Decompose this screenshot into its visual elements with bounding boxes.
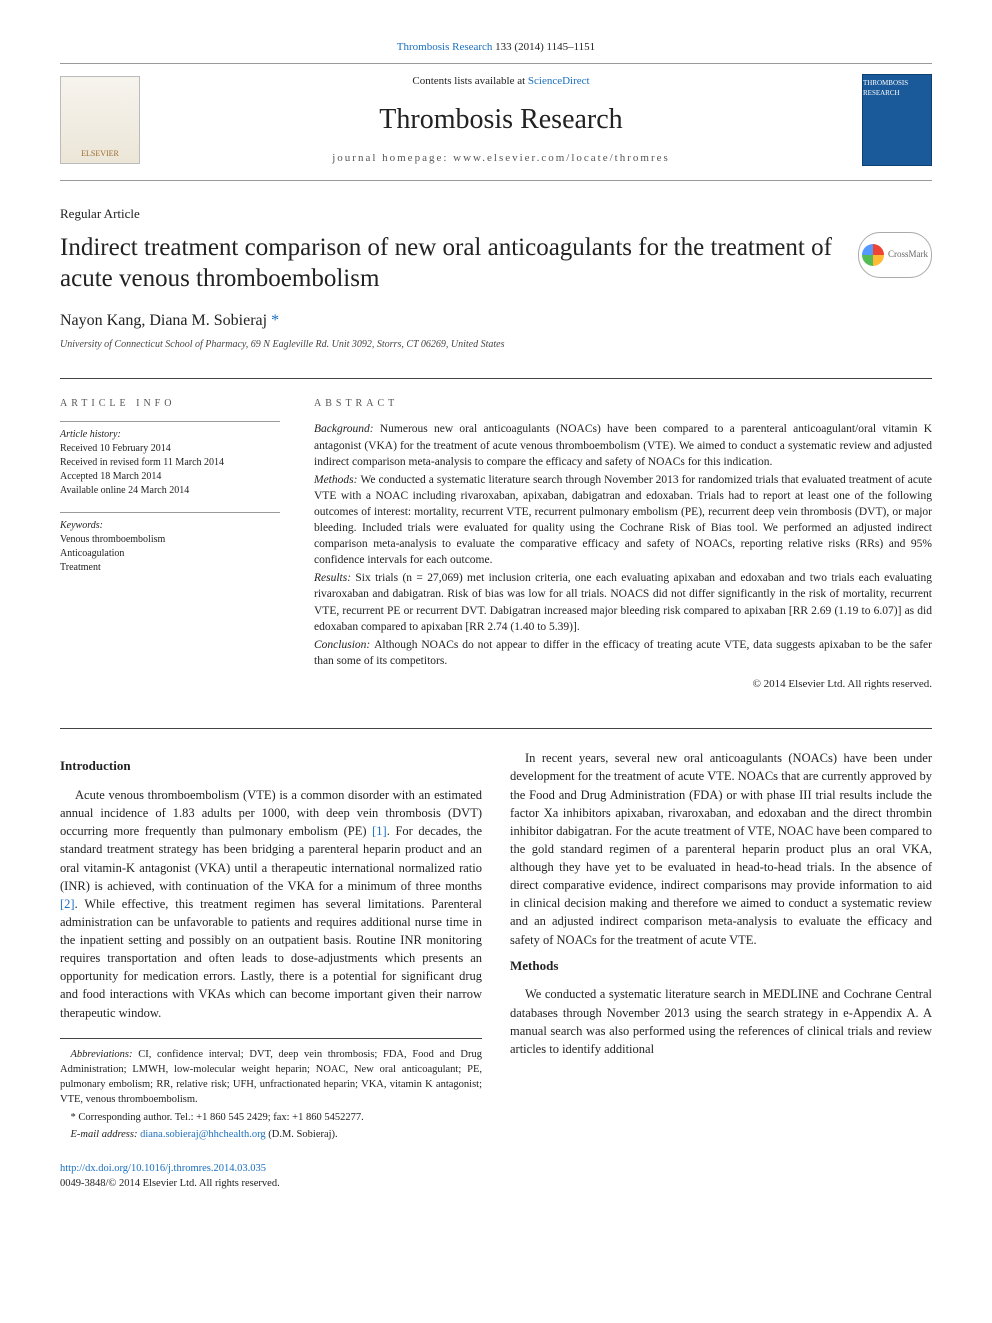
article-history-label: Article history: bbox=[60, 428, 280, 442]
history-line: Available online 24 March 2014 bbox=[60, 484, 280, 498]
meta-abstract-row: article info Article history: Received 1… bbox=[60, 378, 932, 692]
contents-available-line: Contents lists available at ScienceDirec… bbox=[160, 74, 842, 89]
email-suffix: (D.M. Sobieraj). bbox=[266, 1129, 338, 1140]
footnote-email: E-mail address: diana.sobieraj@hhchealth… bbox=[60, 1127, 482, 1142]
keyword: Treatment bbox=[60, 561, 280, 575]
section-heading-methods: Methods bbox=[510, 957, 932, 976]
issn-copyright-line: 0049-3848/© 2014 Elsevier Ltd. All right… bbox=[60, 1177, 932, 1192]
authors-names: Nayon Kang, Diana M. Sobieraj bbox=[60, 312, 271, 329]
page-footer: http://dx.doi.org/10.1016/j.thromres.201… bbox=[60, 1162, 932, 1191]
article-info-column: article info Article history: Received 1… bbox=[60, 397, 280, 692]
abstract-heading: abstract bbox=[314, 397, 932, 411]
footnotes: Abbreviations: CI, confidence interval; … bbox=[60, 1038, 482, 1142]
methods-paragraph-1: We conducted a systematic literature sea… bbox=[510, 985, 932, 1058]
abstract-background: Background: Numerous new oral anticoagul… bbox=[314, 421, 932, 469]
abs-label-methods: Methods: bbox=[314, 474, 360, 486]
footnote-corresponding: * Corresponding author. Tel.: +1 860 545… bbox=[60, 1110, 482, 1125]
email-link[interactable]: diana.sobieraj@hhchealth.org bbox=[140, 1129, 266, 1140]
keywords-block: Keywords: Venous thromboembolism Anticoa… bbox=[60, 512, 280, 575]
article-info-heading: article info bbox=[60, 397, 280, 411]
keywords-label: Keywords: bbox=[60, 519, 280, 533]
corr-text: Corresponding author. Tel.: +1 860 545 2… bbox=[78, 1112, 363, 1123]
journal-citation-link[interactable]: Thrombosis Research bbox=[397, 41, 493, 53]
keyword: Anticoagulation bbox=[60, 547, 280, 561]
abstract-methods: Methods: We conducted a systematic liter… bbox=[314, 472, 932, 569]
abstract-results: Results: Six trials (n = 27,069) met inc… bbox=[314, 570, 932, 634]
abs-text-results: Six trials (n = 27,069) met inclusion cr… bbox=[314, 572, 932, 632]
homepage-prefix: journal homepage: bbox=[332, 152, 453, 164]
reference-link-1[interactable]: [1] bbox=[372, 824, 387, 838]
abs-label-background: Background: bbox=[314, 423, 380, 435]
abstract-conclusion: Conclusion: Although NOACs do not appear… bbox=[314, 637, 932, 669]
intro-p1c: . While effective, this treatment regime… bbox=[60, 897, 482, 1020]
crossmark-label: CrossMark bbox=[888, 248, 928, 261]
history-line: Received 10 February 2014 bbox=[60, 442, 280, 456]
crossmark-button[interactable]: CrossMark bbox=[858, 232, 932, 278]
abstract-copyright: © 2014 Elsevier Ltd. All rights reserved… bbox=[314, 677, 932, 692]
article-history-block: Article history: Received 10 February 20… bbox=[60, 421, 280, 498]
history-line: Accepted 18 March 2014 bbox=[60, 470, 280, 484]
intro-paragraph-2: In recent years, several new oral antico… bbox=[510, 749, 932, 948]
sciencedirect-link[interactable]: ScienceDirect bbox=[528, 75, 590, 87]
authors: Nayon Kang, Diana M. Sobieraj * bbox=[60, 310, 932, 332]
contents-prefix: Contents lists available at bbox=[412, 75, 527, 87]
journal-cover-label: THROMBOSIS RESEARCH bbox=[863, 79, 931, 99]
abs-text-conclusion: Although NOACs do not appear to differ i… bbox=[314, 639, 932, 667]
homepage-url: www.elsevier.com/locate/thromres bbox=[453, 152, 670, 164]
doi-link[interactable]: http://dx.doi.org/10.1016/j.thromres.201… bbox=[60, 1163, 266, 1174]
journal-header: ELSEVIER Contents lists available at Sci… bbox=[60, 63, 932, 181]
email-label: E-mail address: bbox=[71, 1129, 141, 1140]
article-title: Indirect treatment comparison of new ora… bbox=[60, 232, 838, 295]
elsevier-logo[interactable]: ELSEVIER bbox=[60, 76, 140, 164]
abs-text-background: Numerous new oral anticoagulants (NOACs)… bbox=[314, 423, 932, 467]
section-heading-introduction: Introduction bbox=[60, 757, 482, 776]
citation-rest: 133 (2014) 1145–1151 bbox=[492, 41, 595, 53]
crossmark-icon bbox=[862, 244, 884, 266]
article-type: Regular Article bbox=[60, 205, 932, 223]
corresponding-author-link[interactable]: * bbox=[271, 312, 279, 329]
abs-label-results: Results: bbox=[314, 572, 355, 584]
affiliation: University of Connecticut School of Phar… bbox=[60, 338, 932, 352]
abbrev-label: Abbreviations: bbox=[71, 1049, 139, 1060]
footnote-abbreviations: Abbreviations: CI, confidence interval; … bbox=[60, 1047, 482, 1108]
top-citation: Thrombosis Research 133 (2014) 1145–1151 bbox=[60, 40, 932, 55]
intro-paragraph-1: Acute venous thromboembolism (VTE) is a … bbox=[60, 786, 482, 1022]
journal-homepage-line: journal homepage: www.elsevier.com/locat… bbox=[160, 151, 842, 166]
abstract-column: abstract Background: Numerous new oral a… bbox=[314, 397, 932, 692]
header-center: Contents lists available at ScienceDirec… bbox=[160, 74, 842, 166]
reference-link-2[interactable]: [2] bbox=[60, 897, 75, 911]
article-body: Introduction Acute venous thromboembolis… bbox=[60, 728, 932, 1142]
abs-label-conclusion: Conclusion: bbox=[314, 639, 374, 651]
journal-cover-thumbnail[interactable]: THROMBOSIS RESEARCH bbox=[862, 74, 932, 166]
elsevier-logo-text: ELSEVIER bbox=[81, 148, 119, 159]
keyword: Venous thromboembolism bbox=[60, 533, 280, 547]
abs-text-methods: We conducted a systematic literature sea… bbox=[314, 474, 932, 566]
history-line: Received in revised form 11 March 2014 bbox=[60, 456, 280, 470]
journal-name: Thrombosis Research bbox=[160, 100, 842, 139]
